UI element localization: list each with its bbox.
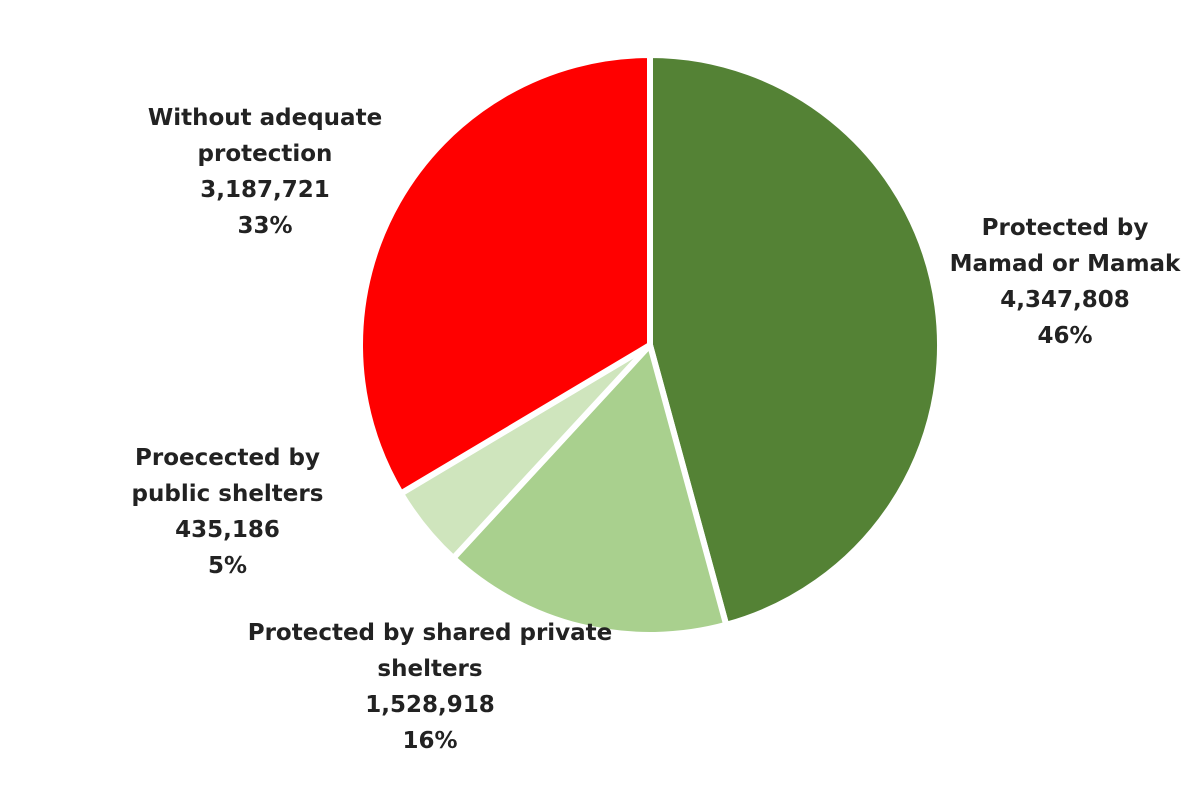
category-name: Proecected by public shelters (131, 445, 324, 507)
percent-label: 5% (207, 553, 248, 579)
value-label: 435,186 (175, 517, 280, 543)
category-name: Protected by Mamad or Mamak (949, 215, 1181, 277)
percent-label: 46% (1037, 323, 1093, 349)
category-name: Protected by shared private shelters (247, 620, 613, 682)
slice-label: Protected by Mamad or Mamak 4,347,808 46% (945, 210, 1185, 354)
value-label: 4,347,808 (1000, 287, 1130, 313)
percent-label: 16% (402, 728, 458, 754)
category-name: Without adequate protection (147, 105, 383, 167)
slice-label: Protected by shared private shelters 1,52… (235, 615, 625, 759)
slice-label: Proecected by public shelters 435,186 5% (95, 440, 360, 584)
pie-slice (357, 52, 653, 497)
slice-label: Without adequate protection 3,187,721 33% (145, 100, 385, 244)
pie-slice (450, 342, 730, 638)
percent-label: 33% (237, 213, 293, 239)
value-label: 3,187,721 (200, 177, 330, 203)
value-label: 1,528,918 (365, 692, 495, 718)
pie-slice (647, 52, 943, 628)
